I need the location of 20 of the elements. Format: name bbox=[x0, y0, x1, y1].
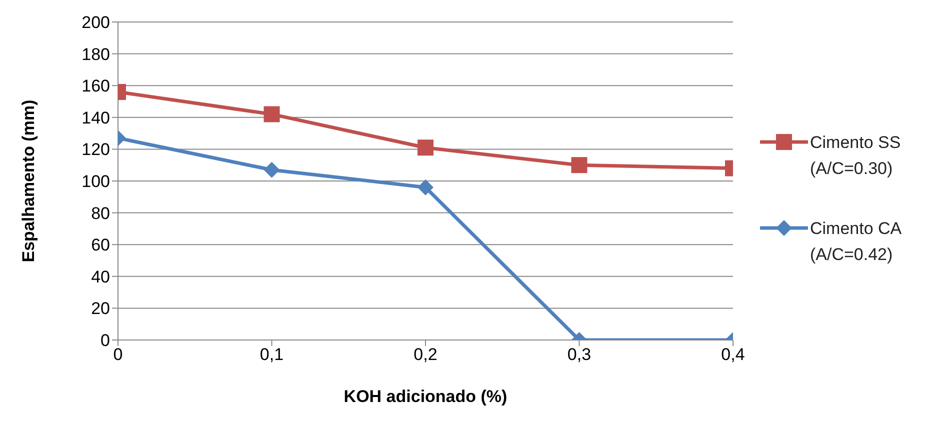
y-axis-title: Espalhamento (mm) bbox=[19, 100, 38, 262]
y-tick-label: 120 bbox=[82, 140, 110, 160]
y-tick-label: 100 bbox=[82, 172, 110, 192]
y-tick-label: 180 bbox=[82, 44, 110, 64]
y-tick-label: 20 bbox=[91, 299, 110, 318]
x-tick-label: 0,4 bbox=[721, 345, 745, 364]
y-tick-label: 40 bbox=[91, 267, 110, 286]
legend-label: Cimento SS (A/C=0.30) bbox=[810, 132, 902, 180]
y-tick-label: 200 bbox=[82, 13, 110, 32]
x-tick-label: 0,2 bbox=[414, 345, 438, 364]
y-tick-label: 0 bbox=[100, 331, 110, 350]
x-tick-label: 0,3 bbox=[567, 345, 592, 364]
y-tick-label: 160 bbox=[82, 76, 110, 96]
x-tick-label: 0,1 bbox=[260, 345, 284, 364]
legend-label: Cimento CA (A/C=0.42) bbox=[810, 218, 902, 266]
y-tick-label: 140 bbox=[82, 108, 110, 128]
x-axis-title: KOH adicionado (%) bbox=[344, 387, 508, 406]
y-tick-label: 60 bbox=[91, 236, 110, 255]
x-tick-label: 0 bbox=[113, 345, 123, 364]
y-tick-label: 80 bbox=[91, 204, 110, 223]
